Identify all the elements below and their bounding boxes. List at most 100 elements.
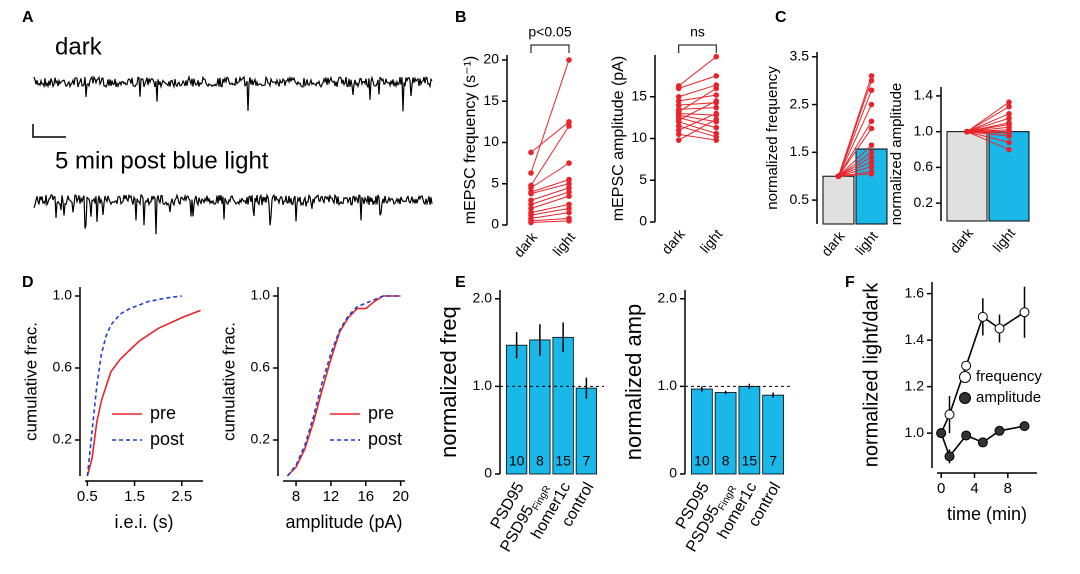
point xyxy=(713,53,720,60)
y-tick-label: 0 xyxy=(639,213,647,229)
pair-line xyxy=(678,102,717,106)
point xyxy=(566,180,572,187)
pair-line xyxy=(678,56,717,87)
bar xyxy=(946,131,988,222)
point xyxy=(944,409,955,420)
y-tick-label: 5 xyxy=(639,171,647,187)
pair-line xyxy=(530,212,570,219)
point xyxy=(528,197,534,204)
point xyxy=(977,437,988,448)
x-axis-label: amplitude (pA) xyxy=(285,512,402,532)
point xyxy=(868,101,875,108)
point xyxy=(961,430,972,441)
annotation: p<0.05 xyxy=(528,24,571,40)
legend-swatch xyxy=(959,371,971,383)
y-tick-label: 2.5 xyxy=(790,95,810,111)
point xyxy=(868,171,875,177)
point xyxy=(868,77,875,84)
trace-label: 5 min post blue light xyxy=(55,147,269,174)
pair-line xyxy=(530,191,570,205)
point xyxy=(994,425,1005,436)
n-label: 8 xyxy=(536,453,544,469)
bracket xyxy=(530,44,570,53)
x-tick-label: light xyxy=(852,228,881,258)
pair-line xyxy=(530,125,570,186)
point xyxy=(675,102,682,108)
pair-line xyxy=(530,195,570,209)
pair-line xyxy=(678,112,717,131)
y-tick-label: 2.0 xyxy=(658,289,678,305)
y-axis-label: cumulative frac. xyxy=(219,322,238,441)
panel-letter: D xyxy=(22,274,34,291)
n-label: 7 xyxy=(769,453,777,469)
pair-line xyxy=(966,113,1010,133)
y-tick-label: 1.4 xyxy=(905,331,925,347)
point xyxy=(566,209,572,216)
x-tick-label: light xyxy=(697,226,726,256)
y-tick-label: 1.6 xyxy=(905,284,925,300)
trace xyxy=(33,74,433,112)
point xyxy=(528,170,534,176)
point xyxy=(675,131,682,138)
point xyxy=(1006,99,1012,105)
point xyxy=(868,73,875,79)
series-line xyxy=(86,309,201,477)
point xyxy=(528,201,534,208)
point xyxy=(566,218,572,224)
x-tick-label: 1.5 xyxy=(124,488,145,505)
point xyxy=(1006,103,1012,110)
point xyxy=(566,189,572,195)
y-tick-label: 1.0 xyxy=(251,287,271,303)
annotation: ns xyxy=(690,24,705,40)
y-tick-label: 0.6 xyxy=(251,359,271,375)
x-tick-label: dark xyxy=(818,227,848,259)
pair-line xyxy=(678,84,717,98)
point xyxy=(713,124,720,131)
x-tick-label: dark xyxy=(510,228,540,260)
x-tick-label: 4 xyxy=(970,480,978,497)
series-line xyxy=(286,295,401,477)
y-axis-label: normalized frequency xyxy=(764,66,781,210)
pair-line xyxy=(678,75,717,89)
point xyxy=(1006,146,1012,153)
panel-letter: F xyxy=(845,274,855,291)
pair-line xyxy=(678,118,717,141)
point xyxy=(528,205,534,212)
trace-label: dark xyxy=(55,33,103,60)
y-tick-label: 0 xyxy=(484,465,492,481)
point xyxy=(868,87,875,94)
n-label: 10 xyxy=(694,453,710,469)
y-axis-label: mEPSC frequency (s⁻¹) xyxy=(462,56,479,224)
pair-line xyxy=(678,112,717,116)
point xyxy=(1006,111,1012,117)
x-tick-label: 8 xyxy=(292,488,300,505)
point xyxy=(566,123,572,129)
pair-line xyxy=(678,117,717,129)
pair-line xyxy=(530,220,570,224)
pair-line xyxy=(530,208,570,216)
trace xyxy=(33,193,433,235)
point xyxy=(977,311,988,322)
point xyxy=(566,205,572,212)
point xyxy=(936,428,947,439)
x-axis-label: i.e.i. (s) xyxy=(114,512,173,532)
pair-line xyxy=(678,87,717,113)
y-tick-label: 0.5 xyxy=(790,191,810,207)
point xyxy=(566,57,572,63)
point xyxy=(713,85,720,92)
n-label: 7 xyxy=(582,453,590,469)
x-tick-label: light xyxy=(549,229,578,259)
bar xyxy=(988,131,1030,222)
pair-line xyxy=(530,187,570,201)
pair-line xyxy=(838,161,872,177)
point xyxy=(566,160,572,166)
pair-line xyxy=(530,183,570,195)
point xyxy=(868,125,875,132)
point xyxy=(675,98,682,104)
pair-line xyxy=(678,133,717,141)
pair-line xyxy=(678,107,717,110)
point xyxy=(528,219,534,226)
point xyxy=(675,137,682,143)
legend-label: amplitude xyxy=(976,389,1041,406)
y-tick-label: 0.2 xyxy=(251,431,271,447)
